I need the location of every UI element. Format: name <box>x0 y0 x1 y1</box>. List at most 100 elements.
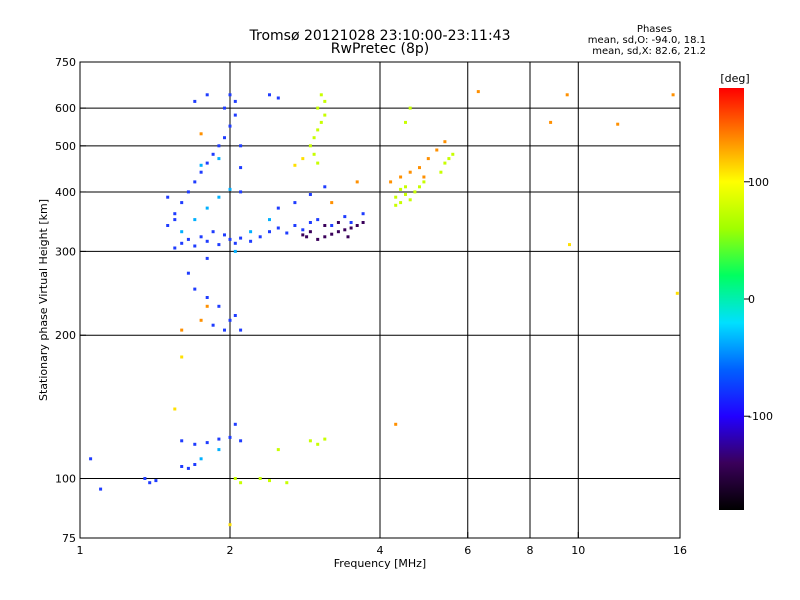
data-point <box>301 233 305 237</box>
data-point <box>330 201 334 205</box>
colorbar-tick-label: 100 <box>748 176 769 189</box>
data-point <box>336 221 340 224</box>
data-point <box>239 328 243 332</box>
data-point <box>173 218 177 222</box>
data-point <box>404 120 407 124</box>
data-point <box>568 243 571 247</box>
data-point <box>408 170 412 174</box>
data-point <box>205 93 209 97</box>
data-point <box>399 187 403 191</box>
data-point <box>308 439 312 443</box>
x-tick-label: 8 <box>527 544 534 557</box>
data-point <box>422 180 426 184</box>
data-point <box>228 435 232 439</box>
x-tick-label: 6 <box>464 544 471 557</box>
data-point <box>166 195 170 199</box>
data-point <box>394 422 398 426</box>
data-point <box>258 477 262 480</box>
data-point <box>336 230 340 234</box>
data-point <box>418 166 421 170</box>
data-point <box>422 175 426 179</box>
data-point <box>193 463 197 466</box>
data-point <box>211 230 215 234</box>
data-point <box>239 481 243 485</box>
y-tick-label: 100 <box>55 473 76 486</box>
data-point <box>413 190 417 194</box>
data-point <box>276 206 280 210</box>
data-point <box>199 457 203 461</box>
data-point <box>394 195 398 199</box>
data-point <box>180 328 184 332</box>
data-point <box>239 144 243 148</box>
y-tick-label: 400 <box>55 186 76 199</box>
data-point <box>293 224 297 227</box>
data-point <box>186 237 190 241</box>
data-point <box>223 328 226 332</box>
x-tick-label: 16 <box>673 544 687 557</box>
y-tick-label: 75 <box>62 532 76 545</box>
data-point <box>399 175 403 179</box>
data-point <box>343 215 347 219</box>
data-point <box>199 163 203 167</box>
data-point <box>143 477 147 480</box>
chart-title: Tromsø 20121028 23:10:00-23:11:43 <box>249 28 511 44</box>
data-point <box>319 120 323 124</box>
data-point <box>205 206 209 210</box>
phase-annotation-o-mode: mean, sd,O: -94.0, 18.1 <box>588 35 706 46</box>
x-tick-label: 10 <box>571 544 585 557</box>
y-axis-ticks: 75 100 200 300 400 500 600 750 <box>55 56 86 545</box>
data-point <box>154 479 158 483</box>
data-point <box>249 230 253 234</box>
data-point <box>308 221 312 224</box>
data-point <box>319 93 323 97</box>
data-point <box>233 99 237 103</box>
data-point <box>355 180 359 184</box>
data-point <box>268 93 271 97</box>
phase-annotation-x-mode: mean, sd,X: 82.6, 21.2 <box>592 46 706 57</box>
data-point <box>323 99 327 103</box>
data-point <box>223 233 226 237</box>
data-point <box>228 93 232 97</box>
data-point <box>217 304 221 308</box>
data-point <box>186 271 190 275</box>
data-point <box>330 224 334 227</box>
data-point <box>399 201 403 205</box>
data-point <box>205 304 209 308</box>
phase-annotation-heading: Phases <box>637 24 672 35</box>
data-point <box>361 221 365 224</box>
data-point <box>199 170 203 174</box>
data-point <box>316 161 320 165</box>
data-point <box>285 231 289 235</box>
data-point <box>323 113 327 117</box>
data-point <box>186 466 190 470</box>
data-point <box>228 124 232 128</box>
data-point <box>180 465 184 468</box>
y-tick-label: 600 <box>55 102 76 115</box>
data-point <box>193 99 197 103</box>
y-tick-label: 200 <box>55 329 76 342</box>
data-point <box>301 228 305 232</box>
data-point <box>443 161 447 165</box>
data-point <box>193 244 197 248</box>
data-point <box>349 226 353 230</box>
data-point <box>217 448 221 452</box>
data-point <box>565 93 569 97</box>
data-point <box>186 190 190 194</box>
data-point <box>293 201 297 205</box>
data-point <box>148 481 152 485</box>
data-point <box>343 228 347 232</box>
data-point <box>258 235 262 239</box>
data-point <box>394 203 398 207</box>
data-point <box>228 237 232 241</box>
data-point <box>193 442 197 446</box>
data-point <box>308 193 312 196</box>
data-point <box>217 195 221 199</box>
data-point <box>180 439 184 443</box>
data-point <box>316 128 320 132</box>
y-tick-label: 500 <box>55 140 76 153</box>
data-point <box>451 152 455 156</box>
data-point <box>408 106 412 110</box>
data-point <box>268 218 271 222</box>
data-point <box>233 314 237 317</box>
data-point <box>285 481 289 485</box>
